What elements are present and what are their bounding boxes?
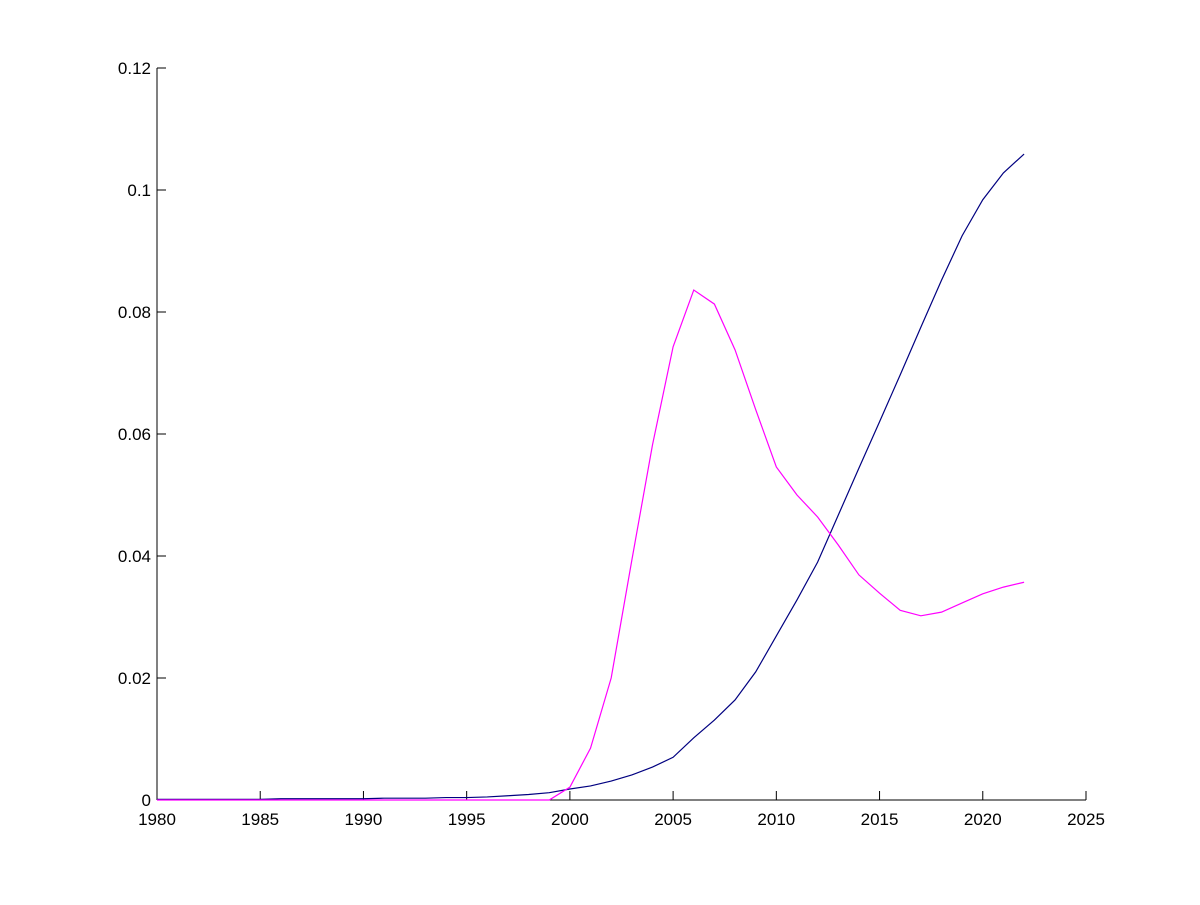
series-line [157, 153, 1025, 800]
y-tick-label: 0.06 [118, 425, 151, 444]
y-tick-label: 0.02 [118, 669, 151, 688]
x-tick-label: 2000 [551, 810, 589, 829]
x-tick-label: 1985 [241, 810, 279, 829]
x-tick-label: 2015 [861, 810, 899, 829]
y-tick-label: 0 [142, 791, 151, 810]
y-tick-label: 0.1 [127, 181, 151, 200]
x-tick-label: 2025 [1067, 810, 1105, 829]
x-tick-label: 2005 [654, 810, 692, 829]
y-tick-label: 0.04 [118, 547, 151, 566]
series-line [157, 289, 1025, 801]
x-tick-label: 1995 [448, 810, 486, 829]
y-tick-label: 0.12 [118, 59, 151, 78]
x-tick-label: 1980 [138, 810, 176, 829]
x-tick-label: 2010 [757, 810, 795, 829]
y-tick-label: 0.08 [118, 303, 151, 322]
x-tick-label: 2020 [964, 810, 1002, 829]
x-tick-label: 1990 [345, 810, 383, 829]
